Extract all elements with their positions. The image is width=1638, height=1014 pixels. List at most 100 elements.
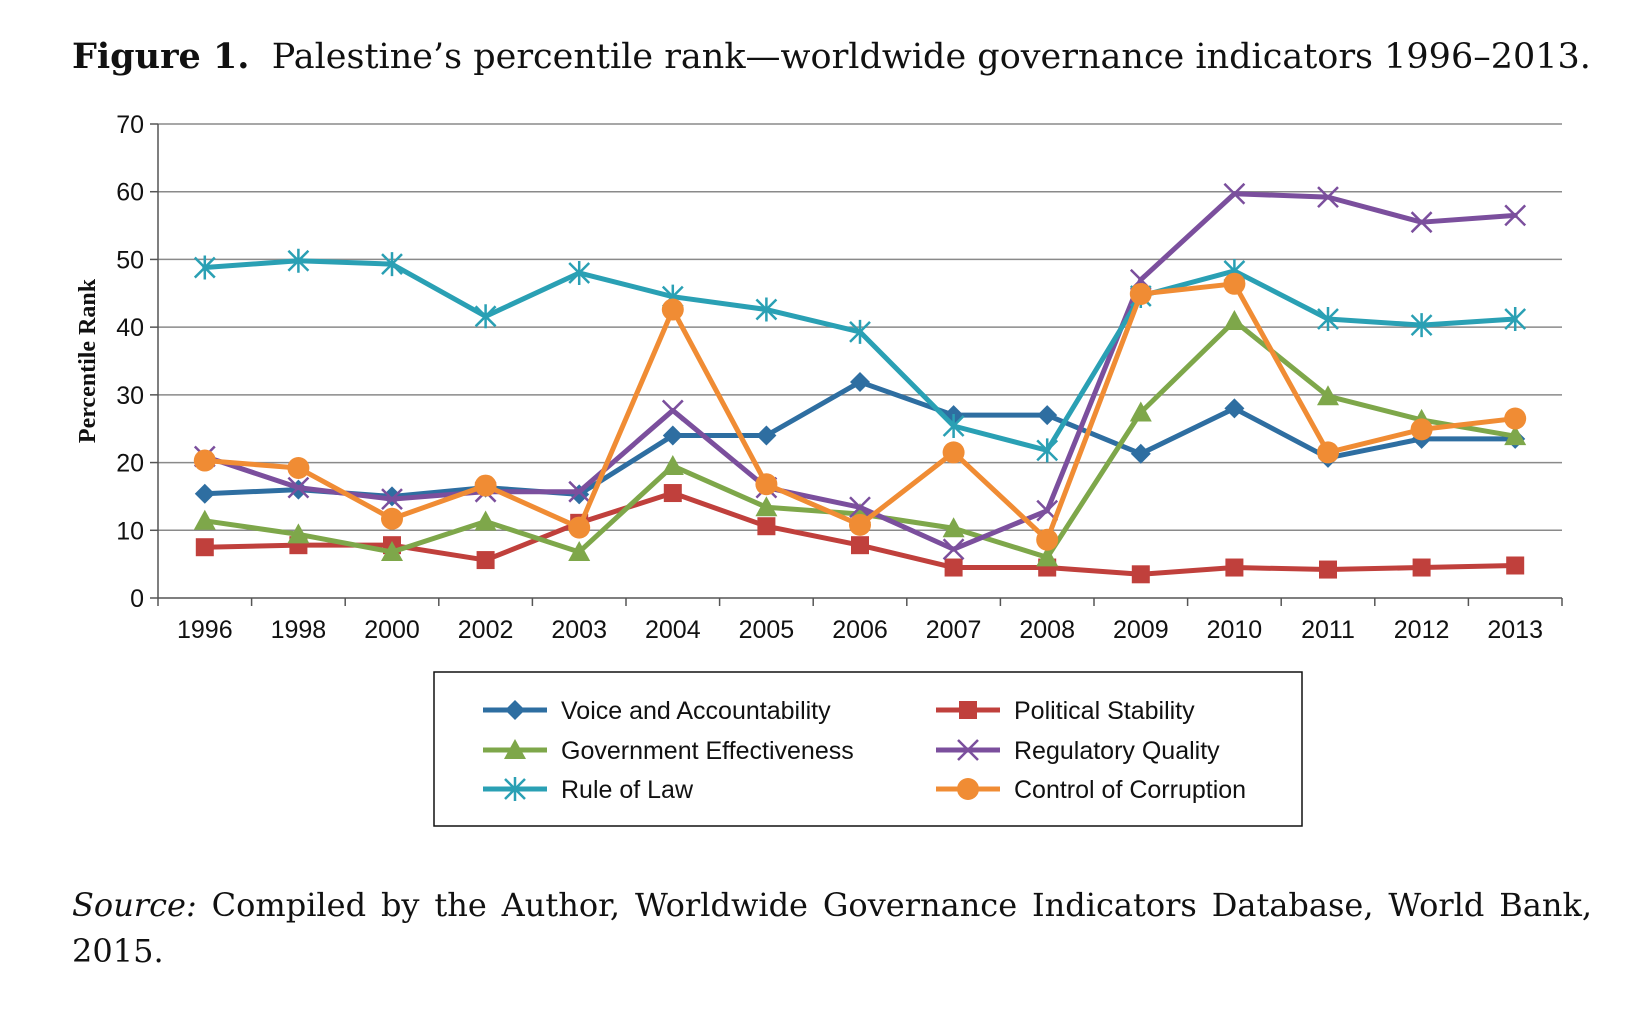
data-point [1225, 558, 1244, 577]
data-point [957, 778, 979, 800]
data-point [568, 480, 591, 503]
x-tick-label: 2003 [551, 616, 607, 644]
data-point [381, 252, 403, 277]
x-tick-label: 2007 [926, 616, 982, 644]
data-point [1036, 438, 1059, 463]
series-voice-and-accountability [194, 371, 1526, 507]
data-point [755, 473, 778, 496]
data-point [851, 536, 869, 555]
data-point [193, 509, 216, 530]
data-point [474, 304, 497, 329]
y-tick-label: 70 [116, 111, 144, 139]
data-point [1223, 310, 1246, 331]
legend-item: Political Stability [936, 697, 1195, 725]
data-point [663, 484, 682, 503]
data-point [568, 540, 591, 561]
y-tick-label: 30 [116, 382, 144, 410]
legend-label: Control of Corruption [1014, 776, 1246, 804]
figure-label: Figure 1. [72, 36, 250, 77]
y-tick-label: 0 [130, 585, 144, 613]
axes [150, 123, 1563, 606]
legend-item: Regulatory Quality [936, 737, 1220, 765]
y-tick-labels: 0 10 20 30 40 50 60 70 [116, 111, 144, 613]
data-point [942, 414, 965, 439]
data-point [661, 399, 684, 422]
legend-label: Regulatory Quality [1014, 737, 1220, 765]
data-point [568, 260, 591, 285]
data-point [1036, 528, 1059, 551]
data-point [474, 510, 497, 531]
data-point [1410, 313, 1433, 338]
data-point [661, 454, 684, 475]
data-point [1504, 407, 1527, 430]
x-tick-label: 2012 [1394, 616, 1450, 644]
data-point [1223, 182, 1246, 205]
legend-label: Voice and Accountability [561, 697, 831, 725]
data-point [1129, 282, 1152, 305]
source-note: Source: Compiled by the Author, Worldwid… [72, 882, 1592, 974]
y-tick-label: 40 [116, 314, 144, 342]
data-point [942, 538, 965, 561]
legend-item: Government Effectiveness [483, 737, 854, 765]
series-line [202, 258, 1518, 453]
data-point [849, 513, 871, 536]
data-point [474, 474, 497, 497]
data-point [1410, 418, 1433, 441]
data-point [476, 551, 495, 570]
x-tick-label: 2011 [1301, 616, 1355, 644]
legend-label: Government Effectiveness [561, 737, 854, 765]
data-point [1319, 560, 1337, 579]
y-tick-label: 10 [116, 517, 144, 545]
data-point [662, 425, 683, 446]
data-point [287, 456, 310, 479]
series-line [202, 191, 1518, 552]
data-point [959, 701, 977, 719]
line-chart: 0 10 20 30 40 50 60 70 1996 1998 2000 2002 2003 2004… [75, 111, 1563, 827]
x-tick-label: 2008 [1019, 616, 1075, 644]
data-point [287, 523, 310, 544]
data-point [957, 739, 979, 761]
data-point [195, 538, 214, 557]
legend-item: Control of Corruption [936, 776, 1246, 804]
y-axis-label: Percentile Rank [75, 278, 101, 443]
data-point [381, 507, 403, 530]
data-point [942, 441, 965, 464]
x-tick-label: 2002 [458, 616, 514, 644]
figure-caption: Figure 1. Palestine’s percentile rank—wo… [72, 36, 1591, 77]
data-point [661, 298, 684, 321]
y-tick-label: 50 [116, 246, 144, 274]
legend-label: Political Stability [1014, 697, 1195, 725]
series-regulatory-quality [193, 182, 1527, 561]
data-point [1317, 186, 1339, 209]
x-tick-label: 2009 [1113, 616, 1169, 644]
series-group [193, 182, 1527, 584]
data-point [381, 540, 403, 561]
data-point [755, 297, 778, 322]
data-point [1317, 307, 1339, 332]
data-point [944, 558, 963, 577]
x-tick-label: 2006 [832, 616, 888, 644]
data-point [1317, 385, 1339, 406]
source-label: Source: [72, 886, 197, 924]
series-rule-of-law [193, 248, 1527, 463]
legend-label: Rule of Law [561, 776, 694, 804]
data-point [381, 488, 403, 511]
data-point [1223, 272, 1246, 295]
data-point [1504, 204, 1527, 227]
data-point [1037, 405, 1058, 426]
data-point [505, 700, 525, 720]
data-point [504, 777, 526, 801]
source-text: Compiled by the Author, Worldwide Govern… [72, 886, 1593, 970]
y-tick-label: 60 [116, 179, 144, 207]
legend: Voice and Accountability Political Stabil… [433, 671, 1303, 827]
data-point [942, 517, 965, 538]
data-point [504, 739, 526, 759]
x-tick-label: 1998 [271, 616, 327, 644]
data-point [1410, 211, 1433, 234]
legend-item: Voice and Accountability [483, 697, 831, 725]
data-point [1224, 398, 1245, 419]
data-point [287, 248, 310, 273]
data-point [756, 425, 777, 446]
data-point [1129, 401, 1152, 422]
x-tick-label: 2010 [1207, 616, 1263, 644]
